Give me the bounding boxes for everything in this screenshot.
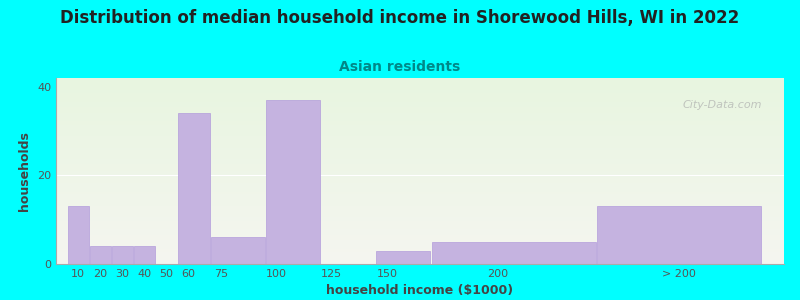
Bar (211, 237, 265, 264)
Bar (431, 242, 596, 264)
Text: Distribution of median household income in Shorewood Hills, WI in 2022: Distribution of median household income … (60, 9, 740, 27)
Bar (90, 246, 110, 264)
X-axis label: household income ($1000): household income ($1000) (326, 284, 514, 297)
Bar (67, 206, 89, 264)
Bar (112, 246, 133, 264)
Text: City-Data.com: City-Data.com (682, 100, 762, 110)
Bar (266, 100, 320, 264)
Bar (597, 206, 762, 264)
Bar (134, 246, 154, 264)
Bar (377, 251, 430, 264)
Text: Asian residents: Asian residents (339, 60, 461, 74)
Bar (178, 113, 210, 264)
Y-axis label: households: households (18, 131, 31, 211)
